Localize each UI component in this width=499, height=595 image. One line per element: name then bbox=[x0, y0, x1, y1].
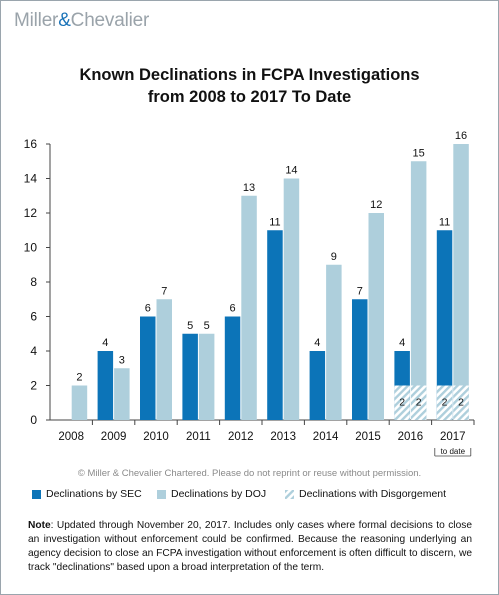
bar-sec bbox=[436, 230, 453, 420]
brand-word-miller: Miller bbox=[14, 10, 59, 31]
bar-label-doj: 9 bbox=[331, 251, 337, 263]
bar-sec bbox=[97, 351, 114, 420]
bar-label-doj: 13 bbox=[243, 182, 255, 194]
y-tick-label: 8 bbox=[30, 275, 37, 289]
legend-label-disgorgement: Declinations with Disgorgement bbox=[299, 488, 447, 500]
bar-label-doj: 3 bbox=[119, 354, 125, 366]
bar-doj bbox=[453, 144, 469, 420]
bar-doj bbox=[71, 385, 88, 420]
disgorgement-label-sec: 2 bbox=[399, 397, 405, 409]
y-tick-label: 10 bbox=[24, 241, 38, 255]
y-tick-label: 16 bbox=[24, 137, 38, 151]
chart-title-line-1: Known Declinations in FCPA Investigation… bbox=[79, 66, 420, 84]
legend-swatch-disgorgement bbox=[285, 489, 294, 499]
bar-doj bbox=[326, 264, 342, 420]
bar-label-sec: 4 bbox=[102, 337, 108, 349]
legend-swatch-sec bbox=[32, 489, 41, 499]
bar-disgorgement-sec bbox=[394, 385, 410, 420]
legend-item-disgorgement: Declinations with Disgorgement bbox=[285, 488, 446, 500]
bar-doj bbox=[283, 178, 300, 420]
bar-label-sec: 4 bbox=[314, 337, 320, 349]
bar-doj bbox=[114, 368, 130, 420]
bar-label-doj: 12 bbox=[370, 199, 382, 211]
brand-ampersand: & bbox=[58, 10, 71, 31]
bar-label-sec: 11 bbox=[439, 216, 450, 228]
footnote: Note: Updated through November 20, 2017.… bbox=[28, 519, 472, 575]
annotation-to-date: to date bbox=[441, 447, 466, 456]
x-tick-label: 2015 bbox=[355, 431, 381, 443]
x-tick-label: 2010 bbox=[143, 431, 169, 443]
x-tick-label: 2012 bbox=[228, 431, 254, 443]
brand-word-chevalier: Chevalier bbox=[70, 10, 150, 31]
bar-label-sec: 5 bbox=[187, 320, 193, 332]
bar-disgorgement-doj bbox=[453, 385, 469, 420]
y-tick-label: 12 bbox=[24, 206, 38, 220]
bar-sec bbox=[352, 299, 368, 420]
x-tick-label: 2013 bbox=[270, 431, 296, 443]
bar-label-sec: 11 bbox=[269, 216, 280, 228]
x-tick-label: 2008 bbox=[58, 431, 84, 443]
bar-label-doj: 5 bbox=[204, 320, 210, 332]
bar-label-doj: 16 bbox=[455, 130, 467, 142]
copyright-notice: © Miller & Chevalier Chartered. Please d… bbox=[77, 468, 422, 479]
bar-doj bbox=[368, 213, 384, 420]
bar-doj bbox=[241, 195, 257, 420]
bar-label-sec: 6 bbox=[229, 303, 235, 315]
note-label: Note bbox=[28, 520, 51, 531]
chart-title-line-2: from 2008 to 2017 To Date bbox=[147, 88, 352, 106]
bar-sec bbox=[224, 316, 241, 420]
bar-disgorgement-sec bbox=[436, 385, 453, 420]
x-tick-label: 2009 bbox=[101, 431, 127, 443]
x-tick-label: 2016 bbox=[398, 431, 424, 443]
bar-disgorgement-doj bbox=[410, 385, 427, 420]
bar-label-doj: 7 bbox=[161, 285, 167, 297]
disgorgement-label-sec: 2 bbox=[442, 397, 448, 409]
x-tick-label: 2017 bbox=[440, 431, 466, 443]
bar-sec bbox=[140, 316, 156, 420]
bar-doj bbox=[156, 299, 172, 420]
bar-label-doj: 2 bbox=[76, 372, 82, 384]
brand-logo: Miller&Chevalier bbox=[14, 10, 149, 32]
y-tick-label: 14 bbox=[24, 172, 38, 186]
y-tick-label: 4 bbox=[30, 344, 37, 358]
legend-swatch-doj bbox=[157, 489, 166, 499]
bar-label-doj: 14 bbox=[285, 165, 297, 177]
y-tick-label: 6 bbox=[30, 310, 37, 324]
bar-label-doj: 15 bbox=[413, 147, 425, 159]
legend-label-sec: Declinations by SEC bbox=[46, 488, 142, 500]
x-tick-label: 2011 bbox=[186, 431, 211, 443]
legend-label-doj: Declinations by DOJ bbox=[171, 488, 267, 500]
bar-sec bbox=[267, 230, 283, 420]
chart-title: Known Declinations in FCPA Investigation… bbox=[0, 64, 499, 108]
bar-sec bbox=[309, 351, 326, 420]
y-tick-label: 2 bbox=[30, 379, 37, 393]
bar-doj bbox=[198, 333, 215, 420]
x-tick-label: 2014 bbox=[313, 431, 339, 443]
bar-doj bbox=[410, 161, 427, 420]
legend-item-sec: Declinations by SEC bbox=[32, 488, 142, 500]
bar-label-sec: 7 bbox=[357, 285, 363, 297]
disgorgement-label-doj: 2 bbox=[416, 397, 422, 409]
legend-item-doj: Declinations by DOJ bbox=[157, 488, 266, 500]
bar-label-sec: 6 bbox=[145, 303, 151, 315]
bar-sec bbox=[182, 333, 198, 420]
disgorgement-label-doj: 2 bbox=[458, 397, 464, 409]
chart-legend: Declinations by SEC Declinations by DOJ … bbox=[32, 488, 492, 504]
bar-label-sec: 4 bbox=[399, 337, 405, 349]
y-tick-label: 0 bbox=[30, 413, 37, 427]
note-text: : Updated through November 20, 2017. Inc… bbox=[28, 520, 472, 573]
